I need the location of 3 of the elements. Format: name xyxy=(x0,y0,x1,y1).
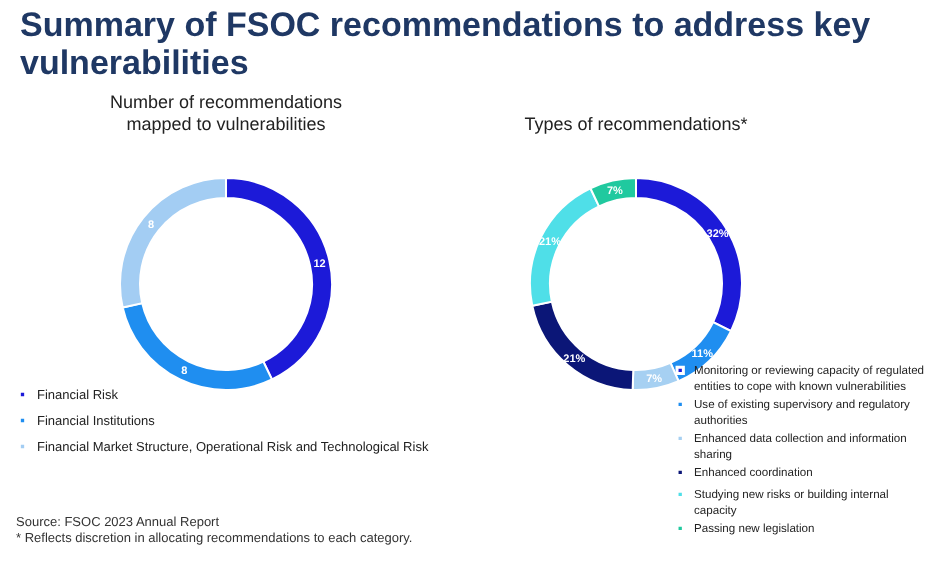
chart-subtitle: Number of recommendations mapped to vulnerabilities xyxy=(109,92,344,134)
chart-title: Summary of FSOC recommendations to address key vulnerabilities xyxy=(20,6,873,82)
chart-subtitle: Types of recommendations* xyxy=(524,114,749,134)
